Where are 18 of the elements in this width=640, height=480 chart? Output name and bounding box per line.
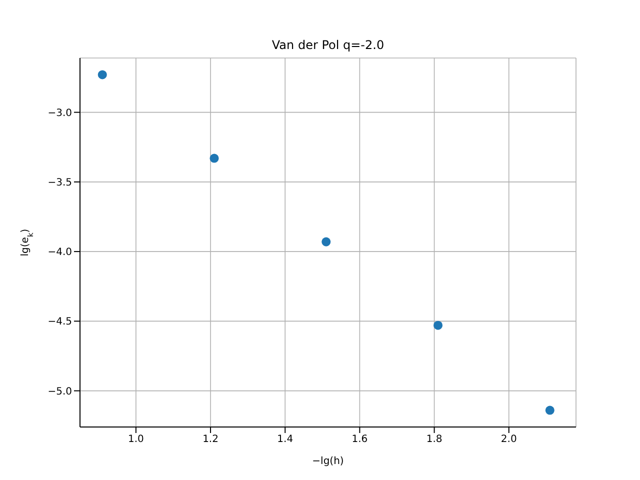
x-tick-label: 1.2	[202, 434, 218, 446]
point	[545, 406, 554, 415]
point	[434, 320, 443, 330]
y-tick-label: −3.0	[48, 108, 72, 119]
x-tick-label: 1.4	[277, 434, 294, 446]
point	[210, 154, 219, 163]
y-tick-label: −4.5	[48, 316, 72, 328]
point	[98, 70, 107, 80]
y-tick-label: −3.5	[48, 177, 72, 188]
x-tick-label: 1.8	[426, 434, 442, 446]
x-tick-label: 1.0	[128, 434, 144, 446]
x-tick-label: 1.6	[352, 434, 368, 446]
x-axis-title: −lg(h)	[312, 456, 344, 467]
point	[322, 237, 331, 246]
x-tick-label: 2.0	[500, 434, 517, 446]
y-tick-label: −5.0	[48, 386, 72, 398]
y-tick-label: −4.0	[48, 247, 72, 258]
chart-title: Van der Pol q=-2.0	[272, 38, 384, 52]
